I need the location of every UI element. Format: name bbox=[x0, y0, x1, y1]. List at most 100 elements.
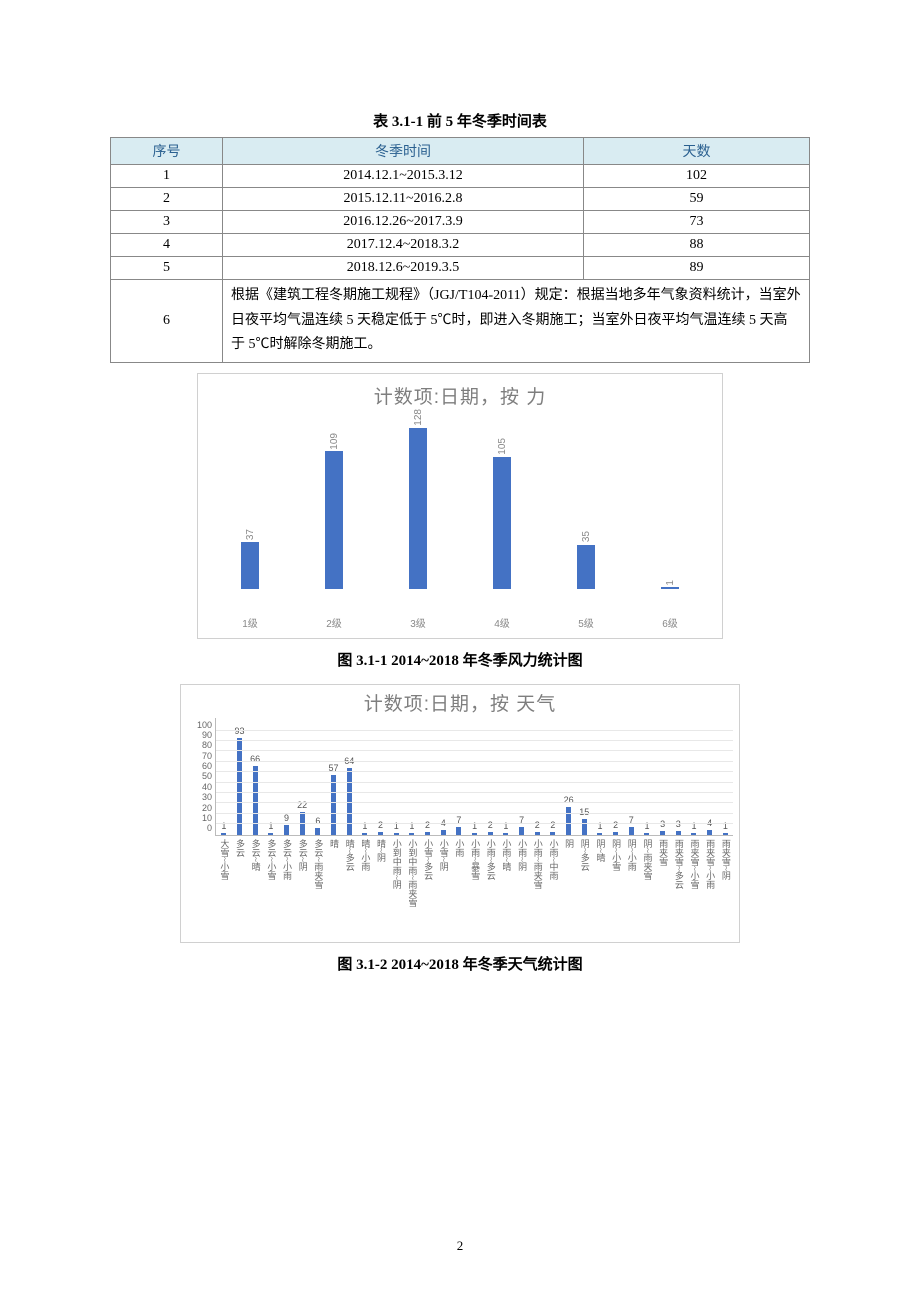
weather-chart-caption: 图 3.1-2 2014~2018 年冬季天气统计图 bbox=[110, 953, 810, 974]
table-row: 2 2015.12.11~2016.2.8 59 bbox=[111, 188, 810, 211]
wind-xlabel: 1级 bbox=[208, 615, 292, 630]
weather-gridline bbox=[216, 813, 733, 814]
weather-xlabel: 阴~小雨 bbox=[627, 835, 636, 871]
weather-xlabel: 小雨~暴雪 bbox=[470, 835, 479, 880]
cell-no: 2 bbox=[111, 188, 223, 211]
weather-bar-value: 66 bbox=[250, 755, 260, 764]
table-row: 3 2016.12.26~2017.3.9 73 bbox=[111, 211, 810, 234]
table-row: 5 2018.12.6~2019.3.5 89 bbox=[111, 257, 810, 280]
weather-ytick: 50 bbox=[187, 771, 215, 781]
weather-xlabel: 晴~多云 bbox=[345, 835, 354, 871]
weather-xlabel: 大雪~小雪 bbox=[219, 835, 228, 880]
wind-xlabel: 2级 bbox=[292, 615, 376, 630]
weather-bar: 2小雨~多云 bbox=[482, 832, 498, 834]
wind-chart-title: 计数项:日期，按 力 bbox=[198, 374, 722, 413]
weather-bar-value: 26 bbox=[564, 796, 574, 805]
weather-gridline bbox=[216, 761, 733, 762]
wind-chart: 计数项:日期，按 力 37109128105351 1级2级3级4级5级6级 bbox=[197, 373, 723, 639]
weather-gridline bbox=[216, 782, 733, 783]
weather-xlabel: 小雨~晴 bbox=[501, 835, 510, 871]
cell-no: 4 bbox=[111, 234, 223, 257]
weather-chart-plot: 1大雪~小雪93多云66多云~晴1多云~小雪9多云~小雨22多云~阴6多云~雨夹… bbox=[215, 718, 733, 836]
weather-xlabel: 阴~雨夹雪 bbox=[642, 835, 651, 880]
cell-period: 2017.12.4~2018.3.2 bbox=[223, 234, 584, 257]
weather-gridline bbox=[216, 730, 733, 731]
weather-xlabel: 多云 bbox=[235, 835, 244, 857]
wind-bar: 109 bbox=[292, 433, 376, 589]
weather-ytick: 10 bbox=[187, 813, 215, 823]
weather-bar-rect bbox=[456, 827, 461, 834]
cell-no: 1 bbox=[111, 165, 223, 188]
cell-no: 5 bbox=[111, 257, 223, 280]
wind-bar-value: 109 bbox=[329, 433, 340, 450]
weather-xlabel: 多云~晴 bbox=[251, 835, 260, 871]
wind-bar-rect bbox=[577, 545, 595, 589]
col-header-no: 序号 bbox=[111, 138, 223, 165]
weather-xlabel: 雨夹雪~阴 bbox=[721, 835, 730, 880]
weather-bar: 1大雪~小雪 bbox=[216, 833, 232, 834]
weather-bar-rect bbox=[629, 827, 634, 834]
cell-days: 59 bbox=[584, 188, 810, 211]
wind-xlabel: 3级 bbox=[376, 615, 460, 630]
wind-bar-rect bbox=[409, 428, 427, 589]
wind-bar-rect bbox=[325, 451, 343, 588]
weather-bar: 2阴~小雪 bbox=[608, 832, 624, 834]
weather-xlabel: 阴~小雪 bbox=[611, 835, 620, 871]
cell-no: 3 bbox=[111, 211, 223, 234]
cell-days: 73 bbox=[584, 211, 810, 234]
weather-xlabel: 小雨 bbox=[454, 835, 463, 857]
wind-bar: 128 bbox=[376, 409, 460, 589]
cell-note: 根据《建筑工程冬期施工规程》（JGJ/T104-2011）规定：根据当地多年气象… bbox=[223, 280, 810, 363]
weather-bar: 93多云 bbox=[232, 738, 248, 835]
weather-bar: 1多云~小雪 bbox=[263, 833, 279, 834]
weather-bar-rect bbox=[253, 766, 258, 835]
weather-bar: 3雨夹雪~多云 bbox=[670, 831, 686, 834]
weather-bar: 1晴~小雨 bbox=[357, 833, 373, 834]
weather-xlabel: 雨夹雪 bbox=[658, 835, 667, 866]
wind-bar-value: 105 bbox=[497, 438, 508, 455]
wind-bar-value: 1 bbox=[665, 580, 676, 586]
wind-bar-value: 128 bbox=[413, 409, 424, 426]
weather-bar: 64晴~多云 bbox=[341, 768, 357, 835]
weather-bar-value: 3 bbox=[660, 820, 665, 829]
weather-bar: 2小雨~雨夹雪 bbox=[529, 832, 545, 834]
wind-bar: 37 bbox=[208, 529, 292, 589]
table-row-note: 6 根据《建筑工程冬期施工规程》（JGJ/T104-2011）规定：根据当地多年… bbox=[111, 280, 810, 363]
weather-xlabel: 多云~小雨 bbox=[282, 835, 291, 880]
wind-chart-caption: 图 3.1-1 2014~2018 年冬季风力统计图 bbox=[110, 649, 810, 670]
weather-ytick: 20 bbox=[187, 803, 215, 813]
weather-xlabel: 小雨~雨夹雪 bbox=[533, 835, 542, 889]
wind-xlabel: 5级 bbox=[544, 615, 628, 630]
weather-bar-rect bbox=[284, 825, 289, 834]
weather-ytick: 40 bbox=[187, 782, 215, 792]
weather-bar: 7小雨~阴 bbox=[514, 827, 530, 834]
weather-xlabel: 小雪~阴 bbox=[439, 835, 448, 871]
weather-xlabel: 阴 bbox=[564, 835, 573, 848]
wind-bar-rect bbox=[241, 542, 259, 589]
table-row: 4 2017.12.4~2018.3.2 88 bbox=[111, 234, 810, 257]
weather-xlabel: 小雨~阴 bbox=[517, 835, 526, 871]
col-header-days: 天数 bbox=[584, 138, 810, 165]
weather-ytick: 80 bbox=[187, 740, 215, 750]
wind-bar: 35 bbox=[544, 531, 628, 588]
weather-chart: 计数项:日期，按 天气 1009080706050403020100 1大雪~小… bbox=[180, 684, 740, 943]
weather-gridline bbox=[216, 771, 733, 772]
weather-bar: 26阴 bbox=[561, 807, 577, 834]
col-header-period: 冬季时间 bbox=[223, 138, 584, 165]
weather-gridline bbox=[216, 740, 733, 741]
weather-xlabel: 多云~小雪 bbox=[266, 835, 275, 880]
weather-bar: 1雨夹雪~阴 bbox=[718, 833, 734, 834]
weather-xlabel: 阴~晴 bbox=[595, 835, 604, 862]
weather-xlabel: 晴~小雨 bbox=[360, 835, 369, 871]
wind-bar-rect bbox=[493, 457, 511, 589]
cell-period: 2016.12.26~2017.3.9 bbox=[223, 211, 584, 234]
weather-xlabel: 多云~雨夹雪 bbox=[313, 835, 322, 889]
weather-bar: 4雨夹雪~小雨 bbox=[702, 830, 718, 834]
wind-xlabel: 4级 bbox=[460, 615, 544, 630]
weather-bar: 7小雨 bbox=[451, 827, 467, 834]
weather-bar-value: 93 bbox=[234, 727, 244, 736]
wind-bar-value: 37 bbox=[245, 529, 256, 540]
weather-gridline bbox=[216, 802, 733, 803]
weather-ytick: 0 bbox=[187, 823, 215, 833]
table-row: 1 2014.12.1~2015.3.12 102 bbox=[111, 165, 810, 188]
